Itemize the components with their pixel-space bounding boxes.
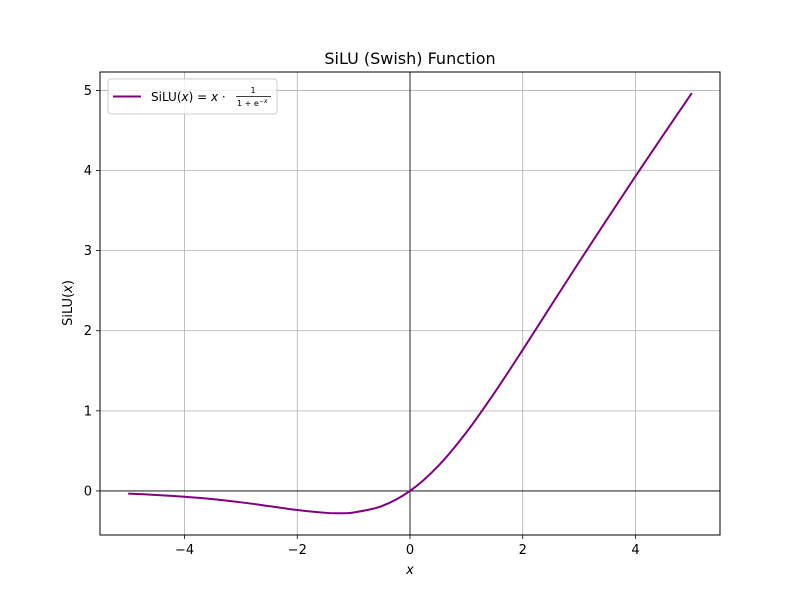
- legend-mid: ) =: [189, 90, 211, 104]
- legend-numerator: 1: [250, 86, 255, 95]
- silu-series-line: [128, 92, 693, 515]
- y-label-var: x: [61, 285, 76, 294]
- y-tick-label: 4: [84, 164, 92, 179]
- legend-prefix: SiLU(: [151, 90, 182, 104]
- x-axis-label: x: [405, 563, 414, 578]
- series-layer: [128, 92, 693, 515]
- legend-denominator-base: 1 + e: [237, 99, 259, 108]
- chart-title: SiLU (Swish) Function: [324, 49, 495, 68]
- legend-var: x: [181, 90, 190, 104]
- legend-dot: ·: [218, 90, 226, 104]
- legend-exponent: −x: [259, 98, 268, 105]
- x-tick-label: 2: [519, 543, 527, 558]
- y-tick-label: 0: [84, 484, 92, 499]
- y-tick-label: 3: [84, 244, 92, 259]
- y-label-prefix: SiLU(: [61, 293, 76, 326]
- x-tick-label: 0: [406, 543, 414, 558]
- x-tick-label: −4: [175, 543, 194, 558]
- legend-denominator: 1 + e−x: [237, 98, 268, 108]
- y-tick-label: 2: [84, 324, 92, 339]
- legend-var2: x: [210, 90, 219, 104]
- x-tick-label: 4: [631, 543, 639, 558]
- legend: SiLU(x) = x · 1 1 + e−x: [107, 78, 278, 115]
- legend-label: SiLU(x) = x ·: [151, 90, 226, 104]
- y-axis-label: SiLU(x): [61, 280, 76, 326]
- y-label-suffix: ): [61, 280, 76, 285]
- axis-ticks: −4 −2 0 2 4 0 1 2 3 4 5: [84, 84, 640, 558]
- y-tick-label: 5: [84, 84, 92, 99]
- y-tick-label: 1: [84, 404, 92, 419]
- legend-frame: [107, 78, 278, 115]
- x-tick-label: −2: [288, 543, 307, 558]
